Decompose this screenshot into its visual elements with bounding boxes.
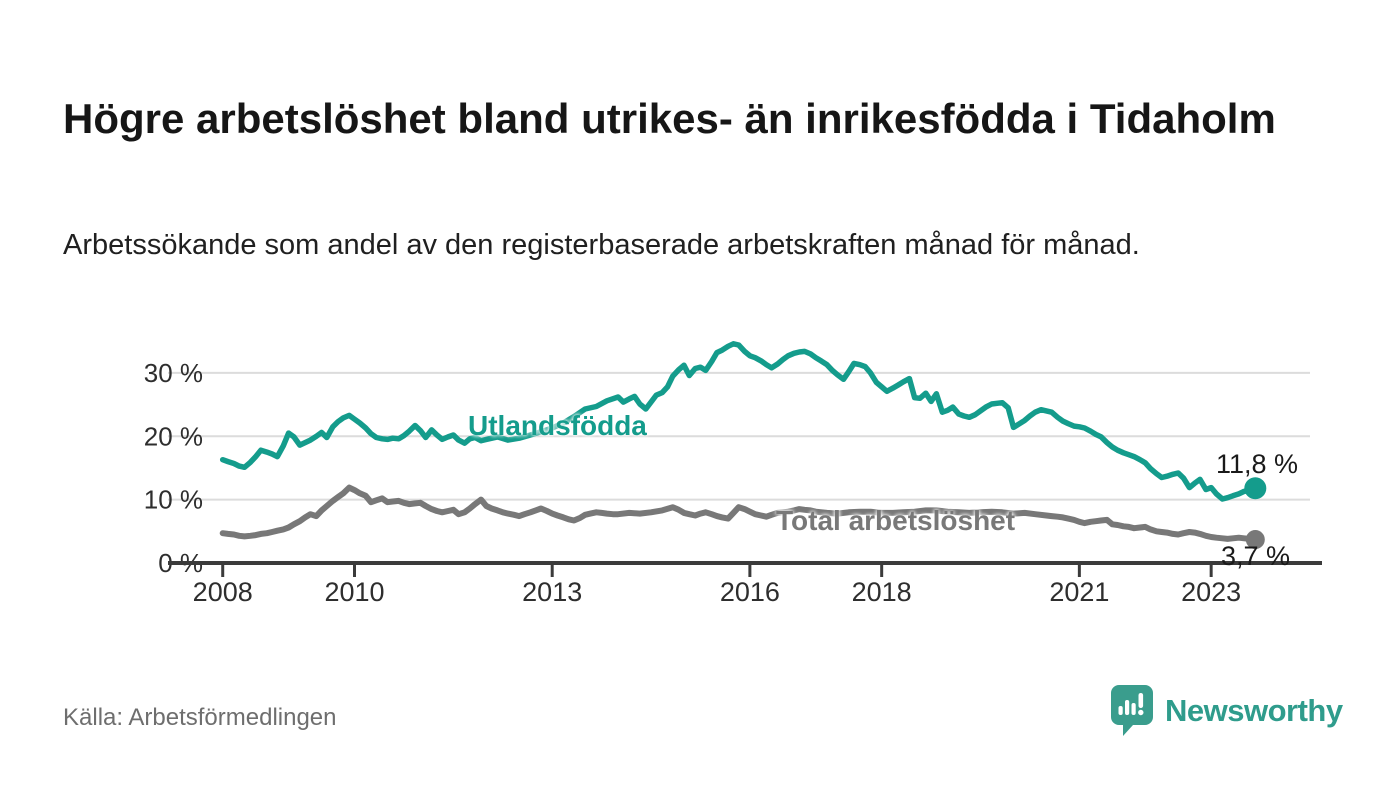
end-dot-utlandsfodda bbox=[1244, 477, 1267, 500]
end-value-label-total: 3,7 % bbox=[1221, 541, 1291, 571]
series-label-total-arbetsloshet: Total arbetslöshet bbox=[776, 505, 1016, 536]
series-line-utlandsfodda bbox=[219, 341, 1259, 502]
y-axis-label-10: 10 % bbox=[144, 485, 203, 515]
page-title: Högre arbetslöshet bland utrikes- än inr… bbox=[63, 95, 1276, 143]
x-axis-label-2008: 2008 bbox=[193, 577, 253, 607]
y-axis-label-20: 20 % bbox=[144, 421, 203, 451]
end-value-label-utlandsfodda: 11,8 % bbox=[1216, 449, 1299, 479]
x-axis-label-2010: 2010 bbox=[324, 577, 384, 607]
newsworthy-logo: Newsworthy bbox=[1110, 684, 1343, 737]
newsworthy-wordmark: Newsworthy bbox=[1165, 692, 1343, 728]
newsworthy-bubble-chart-icon bbox=[1111, 685, 1153, 736]
x-axis-label-2016: 2016 bbox=[720, 577, 780, 607]
source-attribution: Källa: Arbetsförmedlingen bbox=[63, 704, 337, 731]
end-dot-total-arbetsloshet bbox=[1245, 530, 1265, 550]
page-subtitle: Arbetssökande som andel av den registerb… bbox=[63, 229, 1140, 261]
x-axis-label-2023: 2023 bbox=[1181, 577, 1241, 607]
series-line-total-arbetsloshet bbox=[219, 484, 1259, 543]
series-label-utlandsfodda: Utlandsfödda bbox=[468, 410, 647, 441]
x-axis-label-2018: 2018 bbox=[852, 577, 912, 607]
x-axis-label-2013: 2013 bbox=[522, 577, 582, 607]
y-axis-label-30: 30 % bbox=[144, 358, 203, 388]
x-axis-label-2021: 2021 bbox=[1049, 577, 1109, 607]
